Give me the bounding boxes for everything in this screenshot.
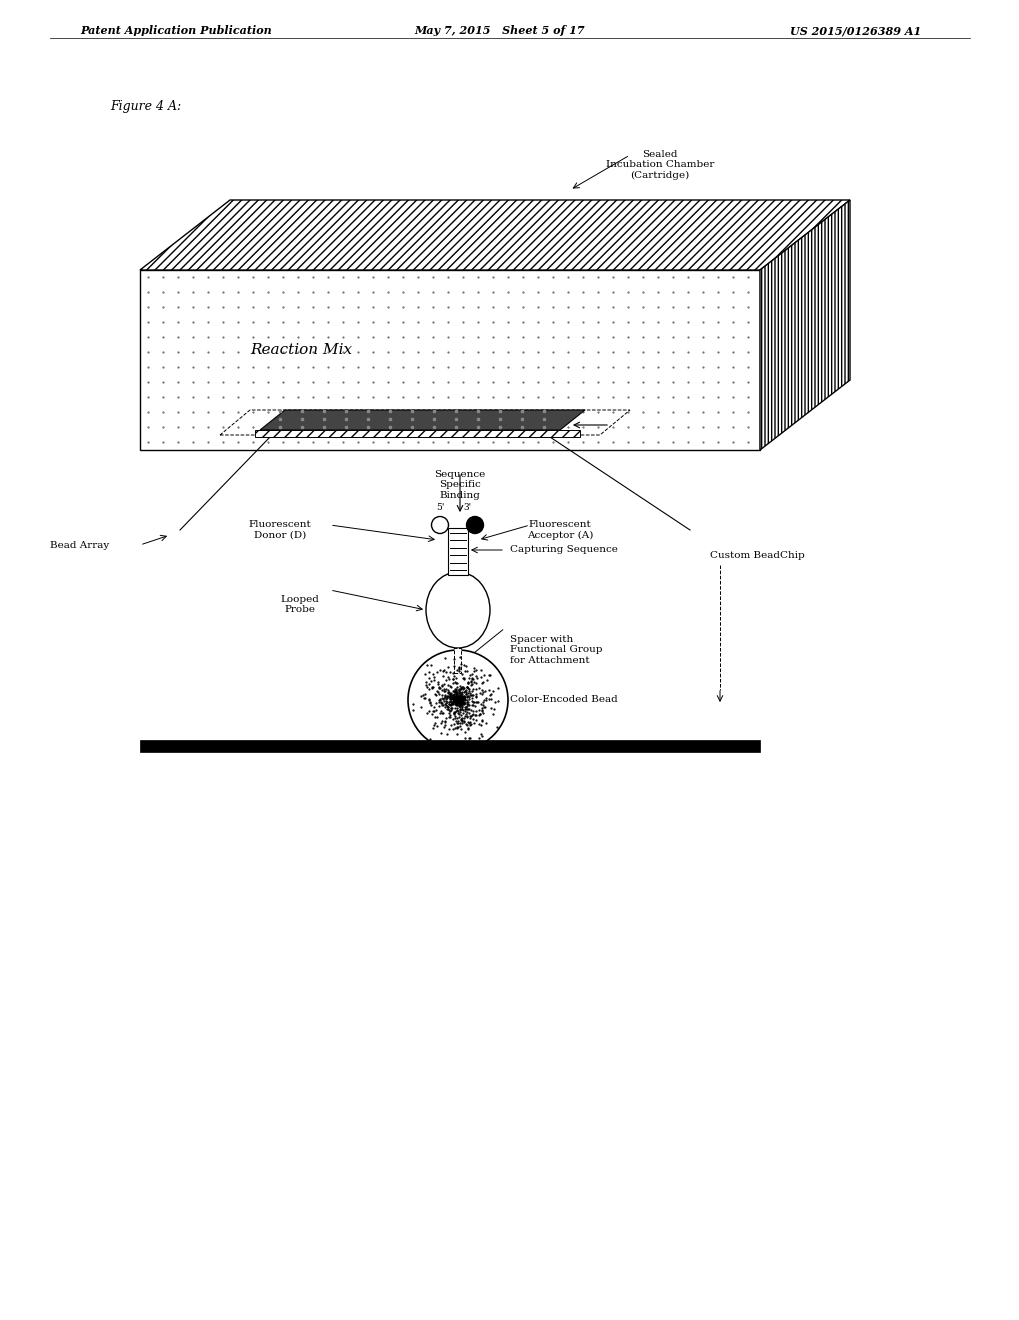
Circle shape (431, 516, 448, 533)
Text: Color-Encoded Bead: Color-Encoded Bead (510, 696, 618, 705)
Text: Looped
Probe: Looped Probe (280, 595, 319, 614)
Text: Custom BeadChip: Custom BeadChip (709, 550, 804, 560)
Polygon shape (447, 528, 468, 576)
Polygon shape (454, 648, 461, 673)
Polygon shape (140, 201, 849, 271)
Text: US 2015/0126389 A1: US 2015/0126389 A1 (790, 25, 920, 36)
Text: Bead Array: Bead Array (50, 540, 109, 549)
Text: Reaction Mix: Reaction Mix (250, 343, 352, 356)
Text: Figure 4 A:: Figure 4 A: (110, 100, 181, 114)
Text: May 7, 2015   Sheet 5 of 17: May 7, 2015 Sheet 5 of 17 (415, 25, 585, 36)
Polygon shape (140, 741, 759, 752)
Circle shape (466, 516, 483, 533)
Polygon shape (759, 201, 849, 450)
Text: Fluorescent
Donor (D): Fluorescent Donor (D) (249, 520, 311, 540)
Text: Capturing Sequence: Capturing Sequence (510, 545, 618, 554)
Text: 5': 5' (436, 503, 444, 512)
Text: Patent Application Publication: Patent Application Publication (79, 25, 271, 36)
Ellipse shape (426, 572, 489, 648)
Polygon shape (260, 411, 585, 430)
Text: Sequence
Specific
Binding: Sequence Specific Binding (434, 470, 485, 500)
Polygon shape (255, 430, 580, 437)
Text: Sealed
Incubation Chamber
(Cartridge): Sealed Incubation Chamber (Cartridge) (605, 150, 713, 180)
Text: Fluorescent
Acceptor (A): Fluorescent Acceptor (A) (526, 520, 593, 540)
Text: Spacer with
Functional Group
for Attachment: Spacer with Functional Group for Attachm… (510, 635, 602, 665)
Circle shape (408, 649, 507, 750)
Text: 3': 3' (463, 503, 471, 512)
